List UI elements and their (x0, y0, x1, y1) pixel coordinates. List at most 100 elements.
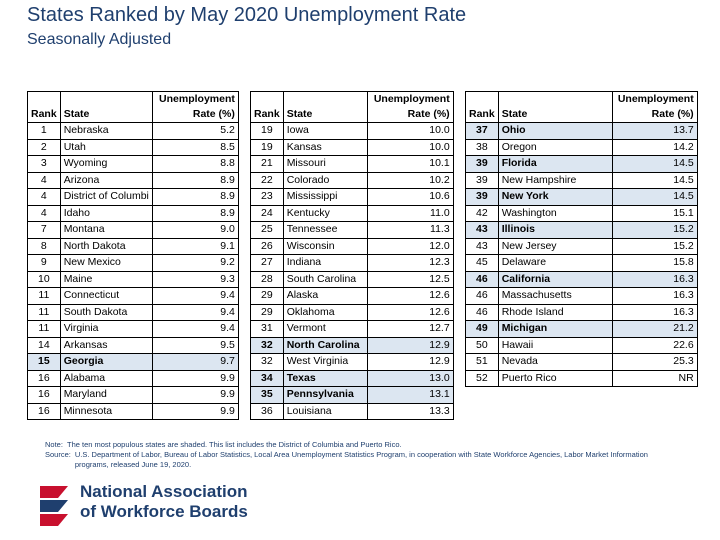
rate-cell: 9.4 (151, 320, 239, 338)
rank-cell: 4 (27, 188, 61, 206)
rate-cell: 12.9 (366, 336, 454, 354)
rank-cell: 42 (465, 204, 499, 222)
rate-cell: 15.1 (611, 204, 698, 222)
page-subtitle: Seasonally Adjusted (27, 31, 172, 48)
rank-cell: 19 (250, 138, 284, 156)
ranking-table-1: Rank State Unemployment Rate (%) 1 Nebrask… (27, 91, 239, 420)
rank-cell: 9 (27, 254, 61, 272)
table-row: 21 Missouri 10.1 (250, 155, 454, 173)
rank-cell: 34 (250, 369, 284, 387)
state-cell: Vermont (282, 320, 368, 338)
rate-cell: 9.0 (151, 221, 239, 239)
state-cell: Florida (497, 155, 613, 173)
rank-cell: 28 (250, 270, 284, 288)
state-cell: Minnesota (59, 402, 153, 420)
rank-cell: 36 (250, 402, 284, 420)
state-cell: Louisiana (282, 402, 368, 420)
rank-cell: 32 (250, 353, 284, 371)
rank-cell: 39 (465, 188, 499, 206)
state-cell: Massachusetts (497, 287, 613, 305)
table-row: 16 Alabama 9.9 (27, 369, 239, 387)
table-row: 39 New Hampshire 14.5 (465, 171, 698, 189)
rank-cell: 27 (250, 254, 284, 272)
rate-cell: 8.9 (151, 204, 239, 222)
state-cell: Georgia (59, 353, 153, 371)
rate-cell: 8.5 (151, 138, 239, 156)
table-row: 22 Colorado 10.2 (250, 171, 454, 189)
rate-cell: 8.8 (151, 155, 239, 173)
ranking-table-3: Rank State Unemployment Rate (%) 37 Ohio 13… (465, 91, 698, 387)
rate-cell: NR (611, 369, 698, 387)
rank-cell: 43 (465, 221, 499, 239)
rate-cell: 12.0 (366, 237, 454, 255)
rank-cell: 43 (465, 237, 499, 255)
state-cell: Alaska (282, 287, 368, 305)
state-cell: Rhode Island (497, 303, 613, 321)
state-cell: Utah (59, 138, 153, 156)
rate-cell: 12.5 (366, 270, 454, 288)
rate-cell: 16.3 (611, 287, 698, 305)
table-row: 25 Tennessee 11.3 (250, 221, 454, 239)
rate-cell: 14.2 (611, 138, 698, 156)
state-cell: Maryland (59, 386, 153, 404)
rank-cell: 46 (465, 303, 499, 321)
rank-cell: 29 (250, 287, 284, 305)
rank-header: Rank (27, 91, 61, 123)
rate-cell: 9.9 (151, 386, 239, 404)
table-row: 11 Virginia 9.4 (27, 320, 239, 338)
table-row: 45 Delaware 15.8 (465, 254, 698, 272)
rate-cell: 16.3 (611, 303, 698, 321)
rate-cell: 9.9 (151, 369, 239, 387)
rate-header-line2: Rate (%) (651, 108, 694, 120)
rate-cell: 12.7 (366, 320, 454, 338)
table-row: 46 Massachusetts 16.3 (465, 287, 698, 305)
table-row: 11 Connecticut 9.4 (27, 287, 239, 305)
table-row: 3 Wyoming 8.8 (27, 155, 239, 173)
table-row: 43 Illinois 15.2 (465, 221, 698, 239)
state-cell: Ohio (497, 122, 613, 140)
table-row: 28 South Carolina 12.5 (250, 270, 454, 288)
rate-cell: 15.8 (611, 254, 698, 272)
rank-cell: 38 (465, 138, 499, 156)
rate-cell: 9.2 (151, 254, 239, 272)
rank-cell: 8 (27, 237, 61, 255)
state-cell: Mississippi (282, 188, 368, 206)
state-cell: Idaho (59, 204, 153, 222)
rate-cell: 10.1 (366, 155, 454, 173)
table-row: 32 West Virginia 12.9 (250, 353, 454, 371)
state-cell: Wyoming (59, 155, 153, 173)
rate-cell: 9.1 (151, 237, 239, 255)
rank-cell: 11 (27, 320, 61, 338)
state-cell: Michigan (497, 320, 613, 338)
state-cell: South Dakota (59, 303, 153, 321)
rank-cell: 25 (250, 221, 284, 239)
ranking-table-2: Rank State Unemployment Rate (%) 19 Iowa 10… (250, 91, 454, 420)
rate-cell: 16.3 (611, 270, 698, 288)
rate-cell: 9.4 (151, 287, 239, 305)
rank-cell: 2 (27, 138, 61, 156)
page-title: States Ranked by May 2020 Unemployment R… (27, 4, 467, 26)
state-cell: Oregon (497, 138, 613, 156)
rank-cell: 10 (27, 270, 61, 288)
table-row: 11 South Dakota 9.4 (27, 303, 239, 321)
rank-cell: 21 (250, 155, 284, 173)
rank-cell: 22 (250, 171, 284, 189)
note-line: Note: The ten most populous states are s… (45, 440, 675, 450)
state-header: State (497, 91, 613, 123)
rate-cell: 9.3 (151, 270, 239, 288)
table-row: 29 Alaska 12.6 (250, 287, 454, 305)
table-row: 50 Hawaii 22.6 (465, 336, 698, 354)
state-cell: Maine (59, 270, 153, 288)
state-cell: Texas (282, 369, 368, 387)
rate-cell: 13.1 (366, 386, 454, 404)
state-cell: Hawaii (497, 336, 613, 354)
rate-header: Unemployment Rate (%) (151, 91, 239, 123)
state-cell: Kansas (282, 138, 368, 156)
rank-cell: 32 (250, 336, 284, 354)
state-cell: Colorado (282, 171, 368, 189)
table-row: 23 Mississippi 10.6 (250, 188, 454, 206)
table-row: 42 Washington 15.1 (465, 204, 698, 222)
state-cell: New York (497, 188, 613, 206)
state-cell: California (497, 270, 613, 288)
table-row: 4 District of Columbi 8.9 (27, 188, 239, 206)
